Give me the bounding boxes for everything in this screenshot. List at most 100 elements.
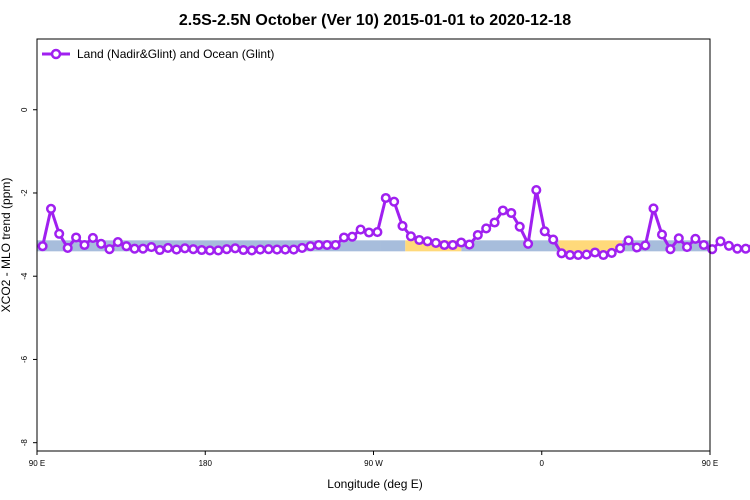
data-point [414,234,425,246]
data-point [280,244,291,255]
x-tick-label: 90 E [702,459,718,468]
data-point [514,221,525,232]
data-point [723,240,734,251]
data-point [347,231,358,242]
data-point [389,196,400,207]
data-point [322,239,333,251]
y-tick-label: -2 [20,189,29,197]
data-point [179,243,190,254]
data-point [640,240,651,251]
data-point [456,237,467,248]
x-tick-label: 90 W [364,459,383,468]
data-point [121,241,132,252]
data-point [598,249,609,261]
y-tick-label: -6 [20,355,29,363]
data-point [54,228,65,239]
x-axis: 90 E 180 90 W 0 90 E [29,451,718,468]
data-point [481,223,492,234]
data-point [288,244,299,255]
data-point [405,231,416,242]
data-point [271,244,283,255]
data-point [313,239,324,251]
data-point [464,239,475,250]
data-point [548,234,559,245]
data-point [255,244,266,255]
data-point [104,244,115,255]
data-point [129,243,140,254]
data-point [137,243,149,254]
data-point [246,245,257,256]
data-point [523,238,534,249]
y-axis: 0 -2 -4 -6 -8 [20,107,37,446]
band-segment-land [558,240,623,252]
x-tick-label: 180 [199,459,213,468]
data-point [37,241,48,252]
data-point [263,244,274,255]
data-point [447,239,458,251]
legend-label: Land (Nadir&Glint) and Ocean (Glint) [77,47,274,61]
series-layer [37,185,750,261]
data-point [531,185,542,196]
data-point [87,232,98,243]
data-point [489,217,500,228]
y-tick-label: 0 [20,107,29,112]
data-point [648,203,659,214]
data-point [556,248,567,259]
data-point [112,237,123,248]
data-point [372,227,383,238]
x-tick-label: 90 E [29,459,45,468]
data-point [690,233,701,244]
x-tick-label: 0 [540,459,545,468]
data-point [631,242,642,253]
data-point [715,236,726,247]
data-point [681,242,693,253]
legend: Land (Nadir&Glint) and Ocean (Glint) [42,47,274,61]
data-point [472,229,483,241]
data-point [732,243,743,254]
data-point [338,232,350,243]
data-point [564,249,576,261]
x-axis-label: Longitude (deg E) [327,477,422,491]
data-point [62,242,73,253]
data-point [238,244,249,256]
data-point [96,238,107,249]
data-point [162,242,174,253]
y-axis-label: XCO2 - MLO trend (ppm) [0,178,13,313]
data-point [171,244,182,255]
data-point [573,249,584,261]
data-point [673,233,684,244]
data-point [305,241,316,252]
data-point [698,239,709,251]
chart-title: 2.5S-2.5N October (Ver 10) 2015-01-01 to… [179,12,571,29]
data-point [397,220,408,231]
data-point [506,207,517,219]
data-point [497,205,508,216]
data-point [330,239,341,251]
data-point [196,244,207,256]
data-point [146,242,157,253]
data-point [422,236,433,247]
data-point [380,192,391,204]
data-point [606,247,617,258]
data-point [297,242,308,253]
data-point [204,245,215,256]
band-segment-ocean [461,240,559,252]
data-point [589,247,601,258]
y-tick-label: -4 [20,272,29,280]
data-point [71,232,82,243]
data-point [188,244,199,255]
data-point [623,235,634,246]
data-point [213,245,224,256]
data-point [230,243,241,254]
band-segment-ocean [380,240,406,252]
legend-marker-swatch [50,48,62,60]
data-point [539,226,550,237]
y-tick-label: -8 [20,439,29,447]
data-point [656,229,668,240]
data-point [45,203,57,214]
data-point [79,239,90,251]
data-point [221,244,232,255]
data-point [615,243,626,254]
data-point [665,244,676,255]
